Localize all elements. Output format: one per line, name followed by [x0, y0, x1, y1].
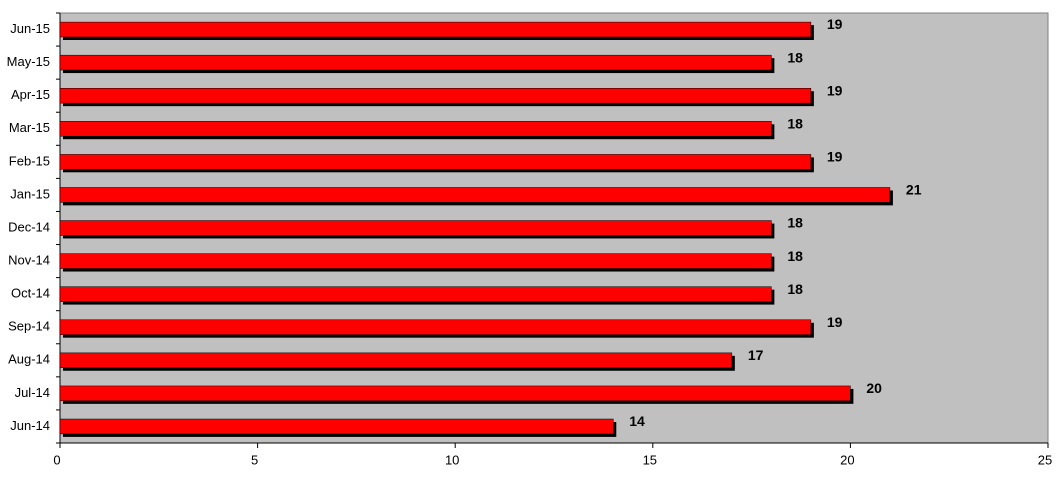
y-tick-label: Jun-15	[10, 21, 50, 36]
bar	[59, 418, 614, 435]
value-label: 14	[629, 413, 645, 429]
x-tick-label: 25	[1038, 452, 1052, 467]
bar	[59, 220, 772, 236]
value-label: 18	[787, 49, 803, 65]
bar	[59, 286, 772, 302]
y-tick-label: Apr-15	[11, 87, 50, 102]
x-tick-label: 20	[840, 452, 854, 467]
value-label: 18	[787, 281, 803, 297]
value-label: 20	[866, 380, 882, 396]
value-label: 21	[906, 182, 922, 198]
y-tick-label: Mar-15	[9, 120, 50, 135]
y-tick-label: Aug-14	[8, 352, 50, 367]
y-tick-label: Jun-14	[10, 418, 50, 433]
bar	[59, 54, 772, 71]
value-label: 18	[787, 115, 803, 131]
value-label: 18	[787, 248, 803, 264]
value-label: 19	[827, 16, 843, 32]
value-label: 17	[748, 347, 764, 363]
bar	[59, 352, 733, 369]
value-label: 19	[827, 149, 843, 165]
value-label: 19	[827, 314, 843, 330]
x-tick-label: 15	[643, 452, 657, 467]
y-tick-label: Sep-14	[8, 319, 50, 334]
bar	[59, 121, 772, 137]
y-tick-label: Jul-14	[15, 385, 50, 400]
x-tick-label: 10	[445, 452, 459, 467]
y-tick-label: Jan-15	[10, 186, 50, 201]
y-tick-label: Oct-14	[11, 286, 50, 301]
y-tick-label: May-15	[7, 54, 50, 69]
bar	[59, 154, 812, 170]
y-tick-label: Nov-14	[8, 253, 50, 268]
y-tick-label: Dec-14	[8, 219, 50, 234]
value-label: 18	[787, 215, 803, 231]
x-tick-label: 0	[53, 452, 60, 467]
x-tick-label: 5	[251, 452, 258, 467]
bar	[59, 187, 891, 203]
bar	[59, 88, 812, 104]
y-tick-label: Feb-15	[9, 153, 50, 168]
bar	[59, 253, 772, 269]
bar	[59, 385, 851, 402]
bar	[59, 21, 812, 38]
bar	[59, 319, 812, 335]
value-label: 19	[827, 82, 843, 98]
